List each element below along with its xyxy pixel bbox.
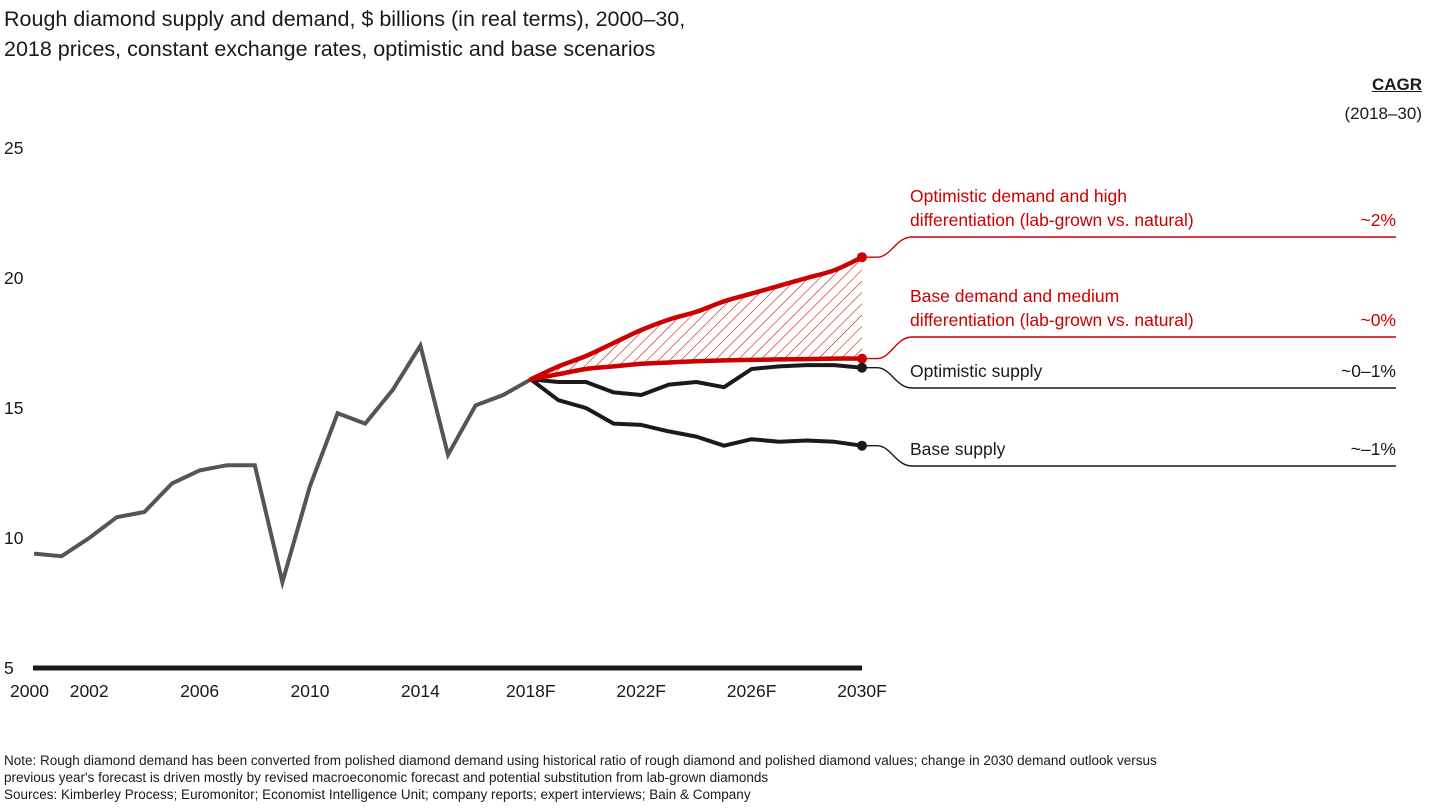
leader-line-supply-base: [862, 445, 1396, 467]
series-lines: [33, 254, 865, 591]
y-tick-label: 25: [4, 138, 23, 158]
chart-title-line-1: Rough diamond supply and demand, $ billi…: [4, 7, 686, 31]
end-point-demand-optimistic: [857, 252, 867, 263]
series-labels: Optimistic demand and high differentiatio…: [857, 186, 1396, 467]
cagr-header: CAGR (2018–30): [1344, 70, 1422, 128]
end-point-demand-base: [857, 353, 867, 364]
y-tick-label: 5: [4, 658, 14, 678]
leader-line-demand-base: [862, 336, 1396, 360]
x-tick-label: 2014: [401, 681, 440, 701]
series-label-demand-base: Base demand and medium: [910, 286, 1119, 306]
chart-title: Rough diamond supply and demand, $ billi…: [4, 4, 685, 64]
cagr-value-demand-optimistic: ~2%: [1360, 210, 1396, 230]
series-line-supply-optimistic: [530, 363, 863, 397]
series-line-demand-base: [528, 356, 865, 382]
x-tick-label: 2010: [291, 681, 330, 701]
x-tick-label: 2000: [10, 681, 49, 701]
end-point-supply-base: [857, 440, 867, 451]
x-axis: 2000 2002 2006 2010 2014 2018F 2022F 2026F 2030F: [10, 681, 887, 701]
series-line-demand-optimistic: [528, 254, 865, 382]
leader-line-supply-optimistic: [862, 367, 1396, 389]
series-label-demand-optimistic: Optimistic demand and high: [910, 186, 1127, 206]
x-tick-label: 2002: [70, 681, 109, 701]
y-tick-label: 20: [4, 268, 24, 288]
series-label-demand-base: differentiation (lab-grown vs. natural): [910, 310, 1194, 330]
note-line-2: previous year's forecast is driven mostl…: [4, 770, 769, 785]
cagr-title: CAGR: [1371, 75, 1422, 94]
series-label-supply-base: Base supply: [910, 439, 1006, 459]
chart-title-line-2: 2018 prices, constant exchange rates, op…: [4, 37, 656, 61]
cagr-period: (2018–30): [1344, 104, 1422, 123]
cagr-value-supply-optimistic: ~0–1%: [1341, 361, 1396, 381]
x-tick-label: 2018F: [506, 681, 556, 701]
x-tick-label: 2006: [180, 681, 219, 701]
cagr-value-supply-base: ~–1%: [1351, 439, 1396, 459]
cagr-value-demand-base: ~0%: [1360, 310, 1396, 330]
series-label-demand-optimistic: differentiation (lab-grown vs. natural): [910, 210, 1194, 230]
x-tick-label: 2026F: [727, 681, 777, 701]
y-axis: 5 10 15 20 25: [4, 138, 862, 678]
y-tick-label: 15: [4, 398, 23, 418]
series-line-supply-base: [529, 377, 863, 448]
note-line-1: Note: Rough diamond demand has been conv…: [4, 753, 1157, 768]
series-line-historical: [33, 340, 532, 591]
end-point-supply-optimistic: [857, 362, 867, 373]
leader-line-demand-optimistic: [862, 236, 1396, 258]
series-label-supply-optimistic: Optimistic supply: [910, 361, 1043, 381]
x-tick-label: 2030F: [837, 681, 887, 701]
sources-line: Sources: Kimberley Process; Euromonitor;…: [4, 787, 751, 802]
x-tick-label: 2022F: [616, 681, 666, 701]
y-tick-label: 10: [4, 528, 24, 548]
footnotes: Note: Rough diamond demand has been conv…: [4, 752, 1434, 803]
